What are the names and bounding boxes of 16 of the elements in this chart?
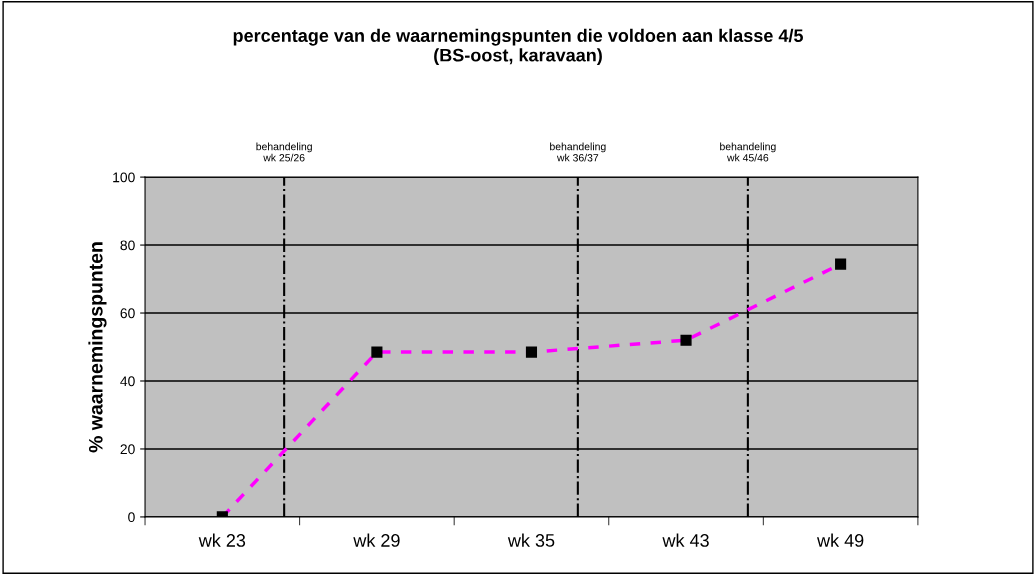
y-tick-label: 80	[120, 240, 135, 251]
x-tick-label: wk 23	[198, 533, 246, 547]
x-tick-label: wk 35	[507, 533, 555, 547]
y-tick-label: 40	[120, 376, 135, 387]
text: behandeling wk 45/46	[720, 142, 776, 162]
chart-title: percentage van de waarnemingspunten die voldoen aan klasse 4/5 (BS-oost, karavaan)	[233, 28, 803, 66]
y-tick-label: 20	[120, 444, 135, 455]
text: behandeling wk 25/26	[256, 142, 312, 162]
y-axis-title: % waarnemingspunten	[88, 242, 107, 453]
y-tick-label: 60	[120, 308, 135, 319]
y-tick-label: 0	[128, 512, 135, 523]
y-tick-label: 100	[113, 172, 135, 183]
x-tick-label: wk 29	[353, 533, 400, 547]
x-tick-label: wk 49	[817, 533, 864, 547]
text: behandeling wk 36/37	[550, 142, 606, 162]
x-tick-label: wk 43	[662, 533, 709, 547]
